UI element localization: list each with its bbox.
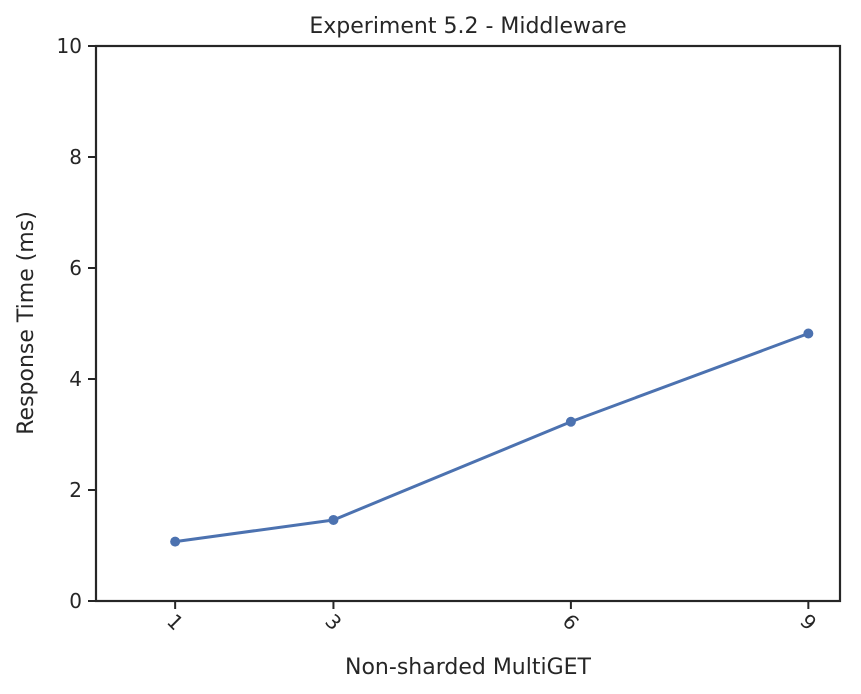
y-tick-label: 4 — [69, 367, 82, 391]
x-tick-label: 1 — [162, 609, 188, 635]
y-tick-label: 6 — [69, 256, 82, 280]
y-tick-label: 0 — [69, 589, 82, 613]
data-point — [170, 536, 181, 547]
x-tick-label: 3 — [320, 609, 346, 635]
plot-frame — [94, 44, 842, 603]
chart-title: Experiment 5.2 - Middleware — [309, 14, 626, 39]
y-axis: 0 2 4 6 8 10 — [57, 34, 96, 613]
data-point — [803, 328, 814, 339]
data-point — [328, 514, 339, 525]
y-axis-label: Response Time (ms) — [14, 211, 39, 435]
y-tick-label: 8 — [69, 145, 82, 169]
x-tick-label: 9 — [795, 609, 821, 635]
series-layer — [170, 328, 814, 547]
data-point — [565, 416, 576, 427]
x-axis: 1 3 6 9 — [162, 601, 821, 635]
x-axis-label: Non-sharded MultiGET — [345, 655, 592, 680]
y-tick-label: 2 — [69, 478, 82, 502]
series-line — [174, 332, 809, 544]
x-tick-label: 6 — [558, 609, 584, 635]
y-tick-label: 10 — [57, 34, 82, 58]
